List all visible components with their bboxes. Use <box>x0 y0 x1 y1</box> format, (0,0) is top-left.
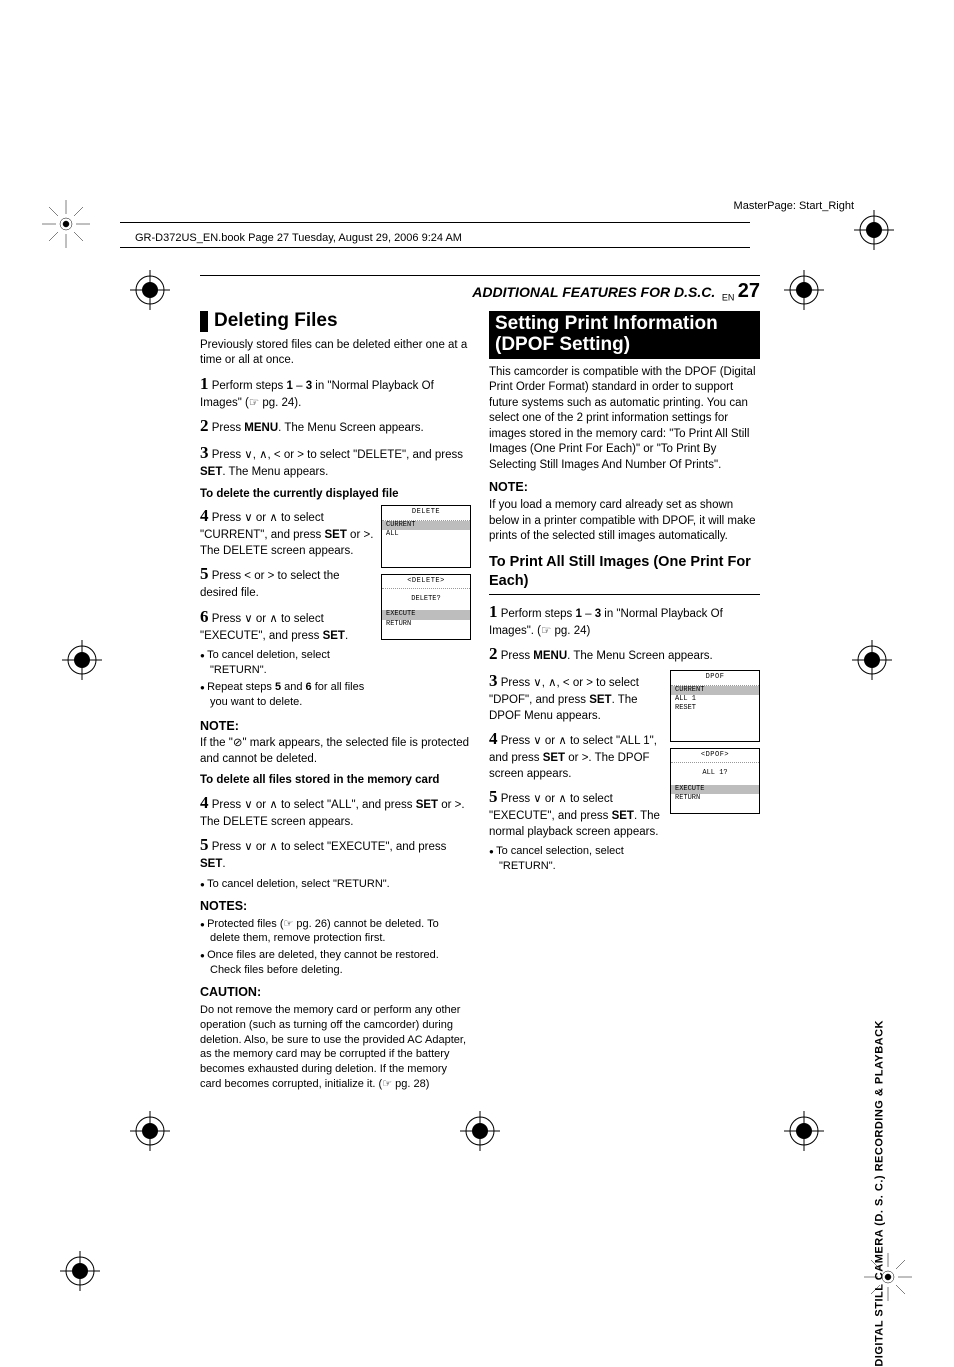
delete-confirm-screen: <DELETE> DELETE? EXECUTE RETURN <box>381 574 471 640</box>
delete-menu-screen: DELETE CURRENT ALL <box>381 505 471 568</box>
registration-icon <box>460 1111 500 1151</box>
masterpage-label: MasterPage: Start_Right <box>734 200 854 212</box>
divider <box>120 247 750 248</box>
registration-icon <box>784 270 824 310</box>
registration-icon <box>62 640 102 680</box>
caution-text: Do not remove the memory card or perform… <box>200 1003 471 1092</box>
side-tab: DIGITAL STILL CAMERA (D. S. C.) RECORDIN… <box>864 600 884 1020</box>
section-title-dpof: Setting Print Information (DPOF Setting) <box>489 311 760 359</box>
step-6: 6 Press ∨ or ∧ to select "EXECUTE", and … <box>200 606 375 644</box>
registration-icon <box>60 1251 100 1291</box>
step-4: 4 Press ∨ or ∧ to select "CURRENT", and … <box>200 505 375 559</box>
registration-icon <box>130 1111 170 1151</box>
section-header: ADDITIONAL FEATURES FOR D.S.C. <box>472 284 715 300</box>
step-2: 2 Press MENU. The Menu Screen appears. <box>489 643 760 666</box>
intro-text: Previously stored files can be deleted e… <box>200 338 471 369</box>
step-5-all: 5 Press ∨ or ∧ to select "EXECUTE", and … <box>200 834 471 872</box>
divider <box>120 222 750 223</box>
bullet: Repeat steps 5 and 6 for all files you w… <box>200 680 375 710</box>
side-tab-text: DIGITAL STILL CAMERA (D. S. C.) RECORDIN… <box>874 1020 886 1367</box>
step-5: 5 Press < or > to select the desired fil… <box>200 563 375 601</box>
registration-icon <box>130 270 170 310</box>
note-text: If the "⊘" mark appears, the selected fi… <box>200 736 471 767</box>
right-column: Setting Print Information (DPOF Setting)… <box>489 311 760 1096</box>
step-1: 1 Perform steps 1 – 3 in "Normal Playbac… <box>489 601 760 639</box>
print-sunburst-icon <box>42 200 90 248</box>
divider <box>200 275 760 276</box>
step-3: 3 Press ∨, ∧, < or > to select "DELETE",… <box>200 442 471 480</box>
dpof-menu-screen: DPOF CURRENT ALL 1 RESET <box>670 670 760 742</box>
left-column: Deleting Files Previously stored files c… <box>200 311 471 1096</box>
step-4-all: 4 Press ∨ or ∧ to select "ALL", and pres… <box>200 792 471 830</box>
subhead-current: To delete the currently displayed file <box>200 487 471 503</box>
registration-icon <box>784 1111 824 1151</box>
bullet: Once files are deleted, they cannot be r… <box>200 948 471 978</box>
page-header: ADDITIONAL FEATURES FOR D.S.C. EN 27 <box>200 280 760 303</box>
step-3: 3 Press ∨, ∧, < or > to select "DPOF", a… <box>489 670 664 724</box>
subhead-all: To delete all files stored in the memory… <box>200 773 471 789</box>
lang-code: EN <box>722 292 735 302</box>
registration-icon <box>854 210 894 250</box>
page-number: 27 <box>738 280 760 302</box>
caution-heading: CAUTION: <box>200 984 471 1001</box>
bullet: To cancel selection, select "RETURN". <box>489 844 664 874</box>
bullet: Protected files (☞ pg. 26) cannot be del… <box>200 917 471 947</box>
step-1: 1 Perform steps 1 – 3 in "Normal Playbac… <box>200 373 471 411</box>
note-text: If you load a memory card already set as… <box>489 498 760 545</box>
section-title-deleting: Deleting Files <box>200 311 471 332</box>
note-heading: NOTE: <box>200 718 471 735</box>
print-sunburst-icon <box>864 1253 912 1301</box>
book-info-line: GR-D372US_EN.book Page 27 Tuesday, Augus… <box>135 232 462 244</box>
notes-heading: NOTES: <box>200 898 471 915</box>
bullet: To cancel deletion, select "RETURN". <box>200 877 471 892</box>
intro-text: This camcorder is compatible with the DP… <box>489 365 760 474</box>
step-4: 4 Press ∨ or ∧ to select "ALL 1", and pr… <box>489 728 664 782</box>
step-2: 2 Press MENU. The Menu Screen appears. <box>200 415 471 438</box>
subsection-print-all: To Print All Still Images (One Print For… <box>489 553 760 595</box>
dpof-confirm-screen: <DPOF> ALL 1? EXECUTE RETURN <box>670 748 760 814</box>
step-5: 5 Press ∨ or ∧ to select "EXECUTE", and … <box>489 786 664 840</box>
note-heading: NOTE: <box>489 479 760 496</box>
bullet: To cancel deletion, select "RETURN". <box>200 648 375 678</box>
